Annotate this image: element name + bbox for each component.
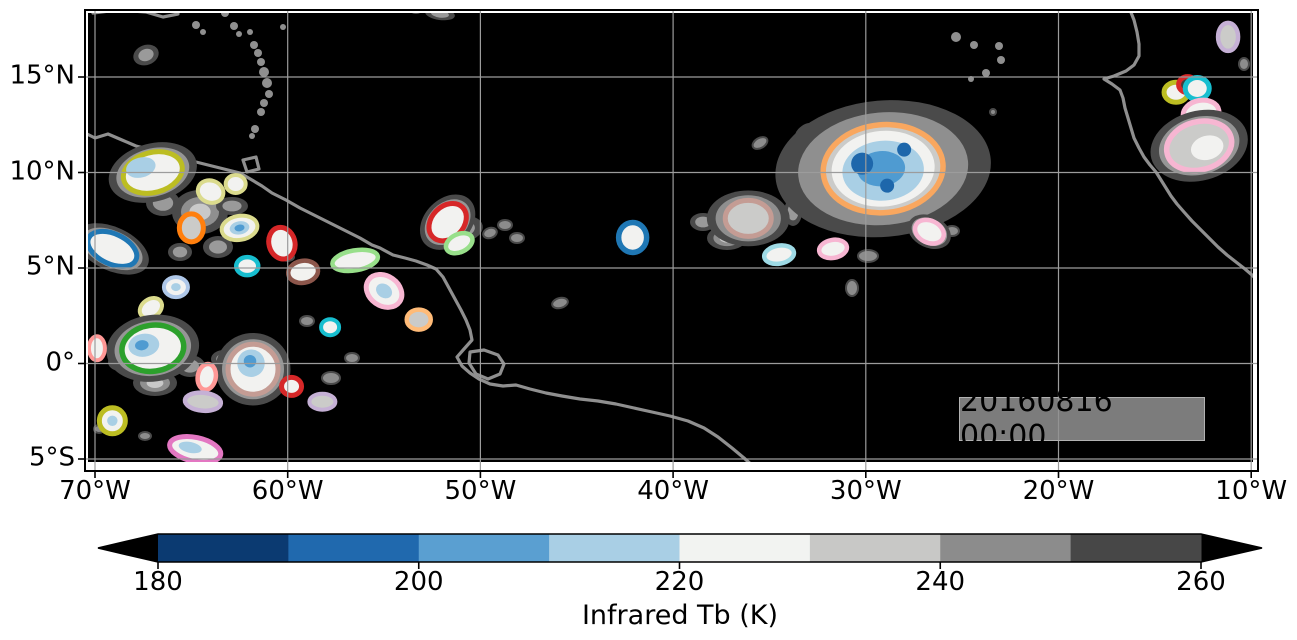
cell-pale-olive-b: [223, 172, 248, 195]
colorbar-segment: [158, 534, 289, 562]
cell-pink-b: [816, 237, 850, 261]
colorbar-tick-label: 200: [393, 567, 444, 597]
y-tick-label: 5°S: [28, 442, 75, 473]
coastlines: [88, 13, 1253, 462]
colorbar-segment: [679, 534, 811, 562]
colorbar-over-arrow: [1201, 534, 1262, 562]
colorbar-label: Infrared Tb (K): [581, 600, 779, 631]
cell-pink-c: [912, 217, 947, 246]
x-tick-label: 50°W: [444, 476, 517, 506]
colorbar-segment: [288, 534, 420, 562]
x-tick-label: 60°W: [251, 476, 324, 506]
colorbar-tick-label: 180: [133, 567, 183, 597]
cell-lt-cyan-a: [761, 243, 797, 267]
x-tick-label: 30°W: [829, 476, 902, 506]
cell-pink-e: [1163, 118, 1235, 174]
cell-green-a: [119, 322, 187, 375]
cell-orange-a: [176, 211, 206, 245]
x-tick-label: 10°W: [1215, 476, 1288, 506]
colorbar-segment: [809, 534, 941, 562]
y-tick-label: 10°N: [9, 155, 75, 186]
cell-plum-c: [1215, 20, 1241, 54]
cell-olive-b: [96, 405, 128, 437]
cell-red-a: [266, 224, 298, 262]
cell-mcs-orange: [820, 121, 946, 216]
cell-pale-olive-a: [195, 178, 226, 205]
cell-lt-green-b: [443, 230, 475, 256]
colorbar-tick-label: 240: [915, 567, 966, 597]
cell-lt-orange-a: [404, 307, 433, 332]
gridlines: [85, 10, 1258, 471]
colorbar-segment: [1070, 534, 1202, 562]
timestamp-box: 20160816 00:00: [959, 384, 1205, 454]
y-tick-label: 15°N: [9, 60, 75, 91]
cell-cyan-c: [1182, 74, 1212, 102]
cell-blue-b: [615, 219, 650, 256]
y-tick-label: 0°: [45, 346, 75, 377]
cell-lt-blue-a: [161, 275, 190, 300]
x-tick-label: 40°W: [637, 476, 709, 506]
axes-frame: [84, 9, 1259, 472]
colorbar-under-arrow: [98, 534, 158, 562]
colorbar-tick-label: 220: [654, 567, 705, 597]
cell-blue-a: [88, 228, 140, 269]
cell-rosybrown-a: [225, 341, 281, 397]
colorbar-segment: [549, 534, 680, 562]
timestamp-text: 20160816 00:00: [960, 384, 1113, 454]
cell-cyan-b: [319, 317, 342, 338]
cell-plum-a: [182, 390, 224, 414]
cell-brown-a: [285, 258, 321, 286]
colorbar-tick-label: 260: [1176, 567, 1226, 597]
cell-pale-olive-c: [219, 213, 260, 243]
cell-plum-b: [307, 391, 338, 412]
cell-pink-a: [363, 271, 405, 310]
cell-lt-green-a: [330, 247, 381, 274]
colorbar-segment: [418, 534, 550, 562]
x-tick-label: 20°W: [1022, 476, 1095, 506]
cell-magenta-a: [167, 434, 224, 462]
y-tick-label: 5°N: [26, 251, 75, 282]
cell-rosybrown-b: [722, 197, 774, 239]
cell-red-b: [279, 374, 305, 398]
cell-salmon-a: [88, 334, 107, 363]
cell-cyan-a: [233, 254, 261, 278]
colorbar-segment: [940, 534, 1072, 562]
x-tick-label: 70°W: [59, 476, 131, 506]
